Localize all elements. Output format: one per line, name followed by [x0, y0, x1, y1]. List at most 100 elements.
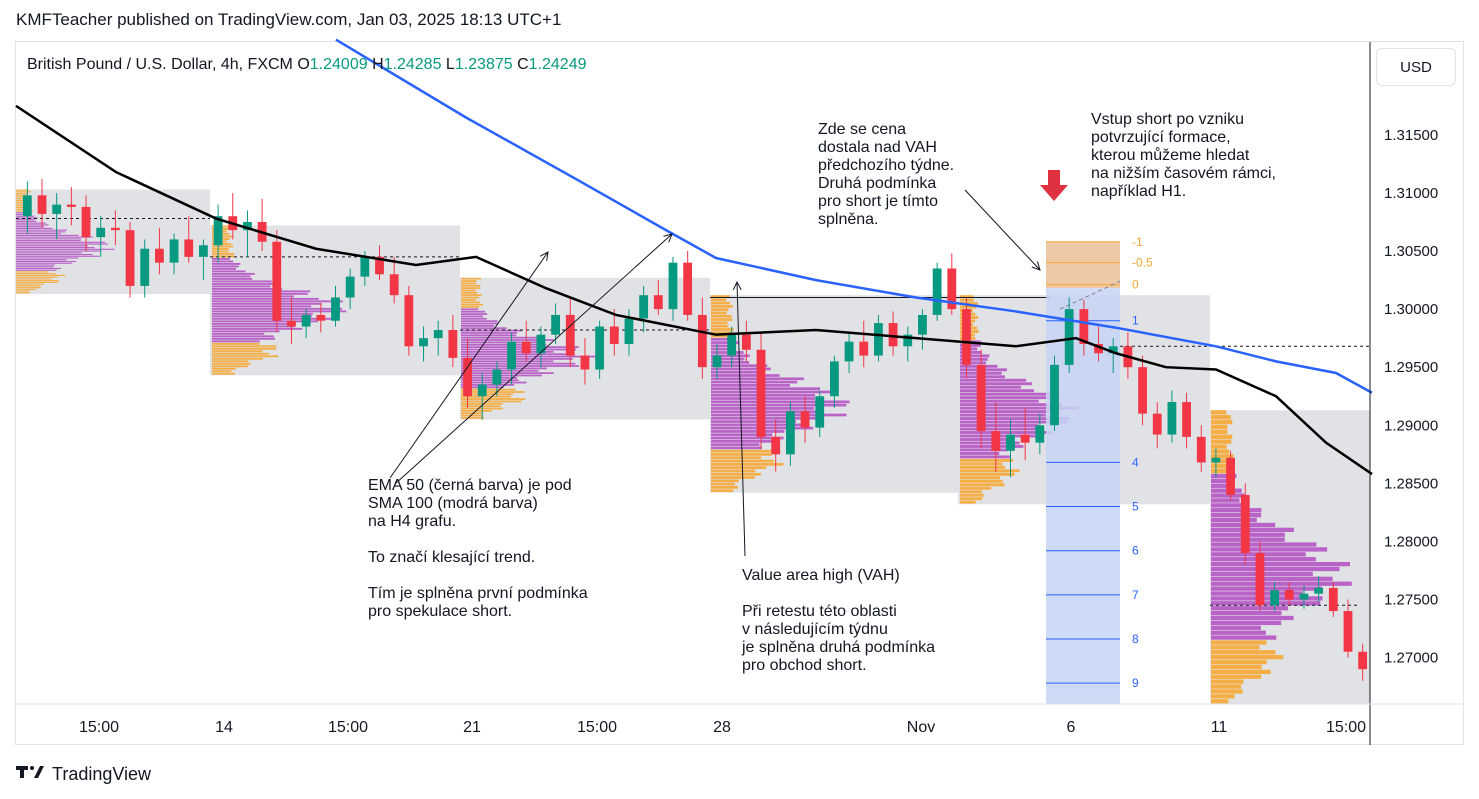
candle-body	[1343, 611, 1353, 652]
published-line: KMFTeacher published on TradingView.com,…	[16, 10, 562, 29]
fib-zone	[1046, 241, 1120, 289]
volume-profile-bar	[461, 303, 483, 306]
annotation-arrow	[964, 189, 1040, 270]
candle-body	[830, 361, 839, 397]
candle-body	[81, 206, 91, 238]
volume-profile-bar	[16, 281, 58, 283]
volume-profile-bar	[711, 489, 734, 493]
volume-profile-bar	[16, 231, 66, 233]
volume-profile-bar	[16, 194, 27, 196]
candle-body	[419, 338, 428, 347]
volume-profile-bar	[711, 321, 728, 325]
volume-profile-bar	[960, 462, 1003, 466]
candle-body	[492, 369, 502, 385]
volume-profile-bar	[711, 453, 772, 456]
volume-profile-bar	[461, 315, 483, 318]
volume-profile-bar	[711, 357, 745, 361]
volume-profile-bar	[1211, 478, 1233, 484]
candle-body	[727, 334, 737, 356]
volume-profile-bar	[461, 282, 476, 285]
candle-body	[888, 323, 898, 347]
candle-body	[1270, 590, 1280, 606]
candle-body	[551, 314, 560, 335]
measure-level-label: 5	[1132, 500, 1139, 514]
ohlc-legend-part: C	[517, 56, 529, 73]
volume-profile-bar	[212, 260, 234, 263]
ohlc-legend-part: 1.24285	[384, 56, 446, 73]
volume-profile-bar	[212, 285, 271, 288]
volume-profile-bar	[212, 267, 236, 270]
volume-profile-bar	[461, 339, 554, 341]
volume-profile-bar	[461, 412, 482, 415]
volume-profile-bar	[960, 483, 1005, 487]
volume-profile-bar	[1211, 606, 1289, 611]
price-axis-tick-label: 1.28000	[1384, 533, 1438, 550]
volume-profile-bar	[711, 449, 777, 453]
volume-profile-bar	[461, 341, 539, 344]
candle-body	[1079, 309, 1089, 344]
volume-profile-bar	[16, 208, 30, 210]
time-axis-tick-label: 6	[1067, 719, 1076, 736]
volume-profile-bar	[212, 235, 234, 238]
volume-profile-bar	[16, 288, 37, 290]
volume-profile-bar	[461, 280, 477, 282]
trend-annotation-text: SMA 100 (modrá barva)	[368, 495, 538, 512]
candle-body	[756, 349, 766, 437]
candle-body	[375, 256, 384, 275]
volume-profile-bar	[212, 315, 312, 318]
volume-profile-bar	[461, 353, 572, 356]
time-axis-tick-label: 15:00	[1326, 719, 1366, 736]
candle-body	[536, 334, 546, 354]
candle-body	[96, 227, 106, 238]
candle-body	[1299, 593, 1309, 600]
volume-profile-bar	[212, 252, 235, 255]
volume-profile-bar	[711, 311, 727, 315]
candle-body	[243, 222, 252, 231]
down-arrow-icon	[1040, 170, 1068, 201]
volume-profile-bar	[16, 227, 53, 229]
volume-profile-bar	[960, 396, 1053, 400]
volume-profile-bar	[16, 233, 61, 235]
volume-profile-bar	[1211, 459, 1231, 464]
chart-frame[interactable]	[15, 41, 1464, 745]
volume-profile-bar	[212, 250, 229, 253]
volume-profile-bar	[16, 278, 52, 280]
volume-profile-bar	[711, 305, 733, 308]
price-above-annotation-text: dostala nad VAH	[818, 139, 937, 156]
volume-profile-bar	[1211, 630, 1266, 635]
volume-profile-bar	[16, 191, 31, 193]
volume-profile-bar	[1211, 410, 1227, 415]
volume-profile-bar	[461, 398, 526, 400]
currency-button[interactable]: USD	[1376, 48, 1456, 86]
volume-profile-bar	[461, 317, 487, 320]
volume-profile-bar	[960, 410, 1055, 414]
volume-profile-bar	[461, 332, 517, 334]
volume-profile-bar	[1211, 483, 1233, 488]
candle-body	[639, 295, 649, 319]
measure-level-label: 1	[1132, 314, 1139, 328]
ohlc-legend-part: 1.24249	[529, 56, 587, 73]
volume-profile-bar	[960, 497, 983, 501]
volume-profile-bar	[711, 344, 736, 348]
volume-profile-bar	[461, 322, 498, 325]
volume-profile-bar	[461, 291, 478, 294]
volume-profile-bar	[461, 320, 498, 323]
volume-profile-bar	[960, 413, 1046, 417]
sma100-line	[335, 38, 1373, 394]
volume-profile-bar	[16, 267, 62, 270]
volume-profile-bar	[711, 328, 734, 331]
volume-profile-bar	[16, 259, 67, 261]
volume-profile-bar	[960, 469, 1020, 473]
volume-profile-bar	[212, 367, 236, 370]
candle-body	[213, 216, 223, 246]
candle-body	[1358, 651, 1368, 670]
trend-annotation-text: To značí klesající trend.	[368, 549, 535, 566]
volume-profile-bar	[1211, 527, 1294, 532]
candle-body	[433, 330, 443, 339]
volume-profile-bar	[711, 314, 732, 318]
volume-profile-bar	[1211, 503, 1247, 508]
candle-body	[521, 341, 531, 354]
price-above-annotation-text: předchozího týdne.	[818, 157, 954, 174]
candle-body	[697, 314, 707, 368]
